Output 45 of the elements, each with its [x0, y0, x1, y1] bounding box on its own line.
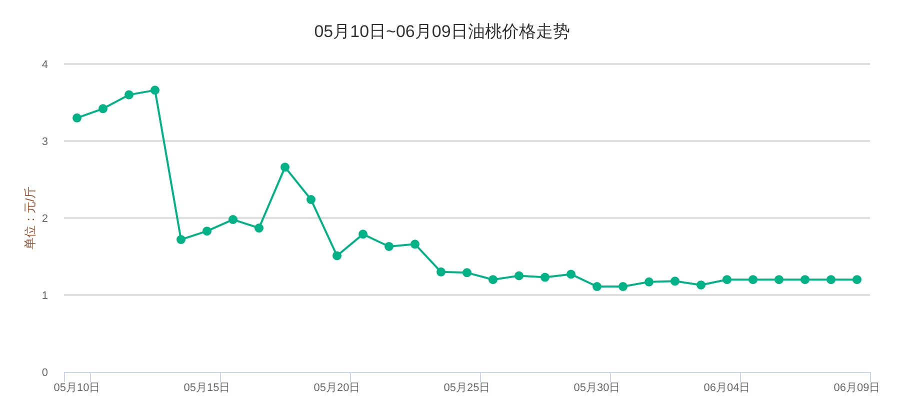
point [488, 275, 498, 284]
y-tick-label: 4 [42, 59, 48, 71]
point [176, 235, 186, 244]
y-tick-label: 2 [42, 213, 48, 225]
point [228, 215, 238, 224]
point [332, 251, 342, 260]
point [618, 282, 628, 292]
point [852, 275, 862, 284]
x-tick-label: 05月25日 [444, 382, 490, 394]
point [670, 276, 680, 286]
point [384, 242, 394, 251]
point [436, 267, 446, 276]
point [202, 226, 212, 236]
point [592, 282, 602, 292]
point [826, 275, 836, 284]
point [280, 162, 290, 172]
y-tick-label: 1 [42, 290, 48, 302]
point [644, 277, 654, 286]
title: 05月10日~06月09日油桃价格走势 [314, 22, 570, 41]
x-tick-label: 06月04日 [704, 382, 750, 394]
ylabel: 单位：元/斤 [23, 186, 37, 250]
x-tick-label: 05月15日 [184, 382, 230, 394]
point [124, 90, 134, 100]
point [150, 86, 160, 95]
point [306, 195, 316, 204]
point [566, 270, 576, 279]
point [748, 275, 758, 284]
x-tick-label: 06月09日 [834, 382, 880, 394]
point [774, 275, 784, 284]
point [696, 280, 706, 290]
point [462, 268, 472, 278]
point [98, 104, 108, 114]
x-tick-label: 05月10日 [54, 382, 100, 394]
x-tick-label: 05月30日 [574, 382, 620, 394]
point [514, 271, 524, 280]
y-tick-label: 3 [42, 136, 48, 148]
point [722, 275, 732, 284]
point [72, 113, 82, 122]
x-tick-label: 05月20日 [314, 382, 360, 394]
point [358, 230, 368, 239]
point [254, 224, 264, 233]
point [410, 240, 420, 249]
point [540, 272, 550, 282]
y-tick-label: 0 [42, 367, 48, 379]
point [800, 275, 810, 284]
